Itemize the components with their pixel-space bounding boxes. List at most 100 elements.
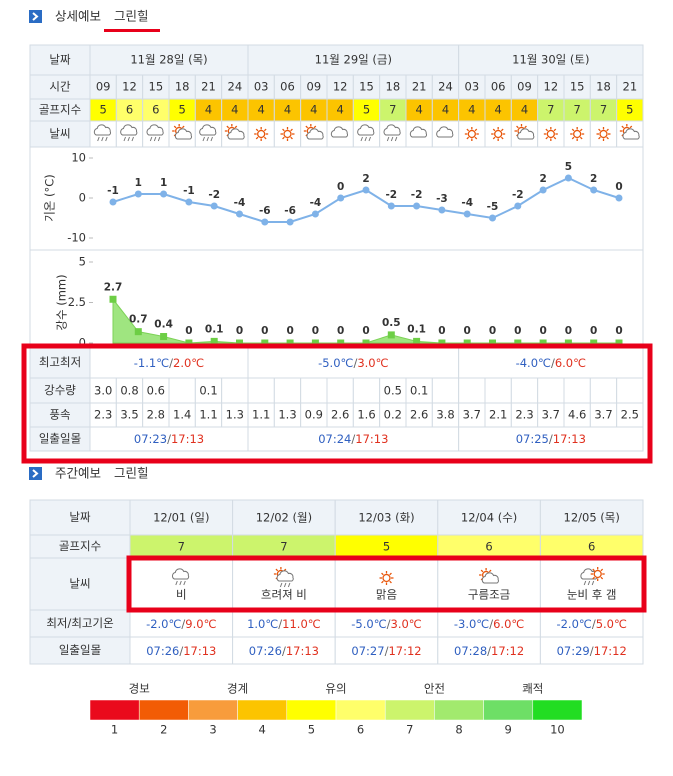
table-cell xyxy=(29,377,91,404)
time-label: 18 xyxy=(175,80,190,94)
y-tick-label: 2.5 xyxy=(68,295,86,309)
value-label: 2.7 xyxy=(104,281,123,293)
value-label: -6 xyxy=(259,205,271,217)
min-max-temp: -2.0℃/5.0℃ xyxy=(556,617,627,631)
table-cell xyxy=(334,499,439,536)
table-cell xyxy=(115,377,144,404)
pair-second: 2.0℃ xyxy=(173,356,204,370)
icon-drop xyxy=(591,580,595,586)
table-cell xyxy=(437,636,541,665)
icon-drop xyxy=(394,136,398,142)
table-cell xyxy=(273,377,302,404)
time-label: 18 xyxy=(386,80,401,94)
rain-amount: 0.6 xyxy=(147,384,165,398)
min-max-temp: -3.0℃/6.0℃ xyxy=(454,617,525,631)
value-label: 0 xyxy=(464,325,471,337)
golf-index: 5 xyxy=(383,540,390,554)
time-label: 15 xyxy=(359,80,374,94)
pair-second: 17:12 xyxy=(388,644,421,658)
location-tab[interactable]: 그린힐 xyxy=(114,466,149,481)
temperature-point xyxy=(615,194,623,202)
table-cell xyxy=(539,609,644,638)
wind-speed: 4.6 xyxy=(568,408,586,422)
time-label: 21 xyxy=(623,80,638,94)
pair-second: 5.0℃ xyxy=(596,617,627,631)
pair-second: 17:12 xyxy=(594,644,627,658)
icon-sun xyxy=(546,129,555,139)
y-axis-label: 강수 (mm) xyxy=(55,274,69,330)
pair-first: 07:25 xyxy=(516,432,549,446)
icon-ray xyxy=(480,569,484,573)
temperature-point xyxy=(109,198,117,206)
table-cell xyxy=(89,426,249,452)
icon-drop xyxy=(287,582,291,588)
value-label: 0 xyxy=(514,325,521,337)
rain-point xyxy=(337,339,345,347)
rain-point xyxy=(539,339,547,347)
icon-drop xyxy=(105,136,108,142)
legend-level: 4 xyxy=(259,723,266,737)
icon-drop xyxy=(183,580,186,586)
golf-index: 5 xyxy=(179,103,186,117)
icon-sun xyxy=(382,573,391,583)
table-cell xyxy=(437,499,541,536)
pair-separator: / xyxy=(592,617,596,631)
golf-index: 7 xyxy=(600,103,607,117)
table-cell xyxy=(168,377,196,404)
legend-swatch xyxy=(434,699,484,721)
icon-ray xyxy=(255,136,259,140)
table-cell xyxy=(379,74,407,100)
icon-ray xyxy=(474,128,478,132)
temperature-point xyxy=(590,186,598,194)
table-cell xyxy=(405,377,433,404)
icon-cloud xyxy=(481,572,499,584)
row-label: 강수량 xyxy=(44,383,76,397)
icon-sun xyxy=(283,129,292,139)
icon-ray xyxy=(234,125,238,129)
icon-cloud xyxy=(330,126,348,138)
sunrise-sunset: 07:26/17:13 xyxy=(146,644,216,658)
icon-cloud xyxy=(146,124,164,136)
date-header: 12/03 (화) xyxy=(358,511,414,525)
golf-index: 4 xyxy=(231,103,238,117)
icon-cloud xyxy=(517,128,535,140)
table-cell xyxy=(458,346,644,379)
row-label: 골프지수 xyxy=(39,103,81,117)
table-cell xyxy=(616,74,644,100)
icon-drop xyxy=(206,136,209,142)
icon-drop xyxy=(283,582,287,588)
pair-separator: / xyxy=(590,644,594,658)
icon-sun xyxy=(467,129,476,139)
golf-index: 4 xyxy=(521,103,528,117)
row-label: 날씨 xyxy=(49,127,70,141)
min-max-temp: 1.0℃/11.0℃ xyxy=(247,617,321,631)
legend-level: 9 xyxy=(505,723,512,737)
legend-swatch xyxy=(138,699,189,721)
rain-point xyxy=(311,339,319,347)
time-label: 12 xyxy=(544,80,559,94)
rain-point xyxy=(286,339,294,347)
icon-ray xyxy=(275,568,279,572)
value-label: 0 xyxy=(337,181,344,193)
icon-drop xyxy=(123,136,126,142)
wind-speed: 3.7 xyxy=(463,408,481,422)
value-label: 0 xyxy=(539,325,546,337)
time-label: 12 xyxy=(122,80,137,94)
icon-ray xyxy=(500,136,504,140)
value-label: -6 xyxy=(284,205,296,217)
pair-first: -2.0℃ xyxy=(556,617,591,631)
icon-cloud xyxy=(622,128,640,140)
time-label: 18 xyxy=(596,80,611,94)
icon-ray xyxy=(389,572,392,576)
location-tab[interactable]: 그린힐 xyxy=(114,9,149,24)
table-cell xyxy=(539,557,644,611)
wind-speed: 0.9 xyxy=(305,408,323,422)
pair-second: 11.0℃ xyxy=(282,617,321,631)
golf-index: 6 xyxy=(126,103,133,117)
value-label: 0 xyxy=(615,325,622,337)
pair-second: 17:13 xyxy=(553,432,586,446)
table-cell xyxy=(563,74,591,100)
pair-first: -1.1℃ xyxy=(134,356,169,370)
legend-group: 안전 xyxy=(424,682,445,696)
golf-index: 4 xyxy=(495,103,502,117)
